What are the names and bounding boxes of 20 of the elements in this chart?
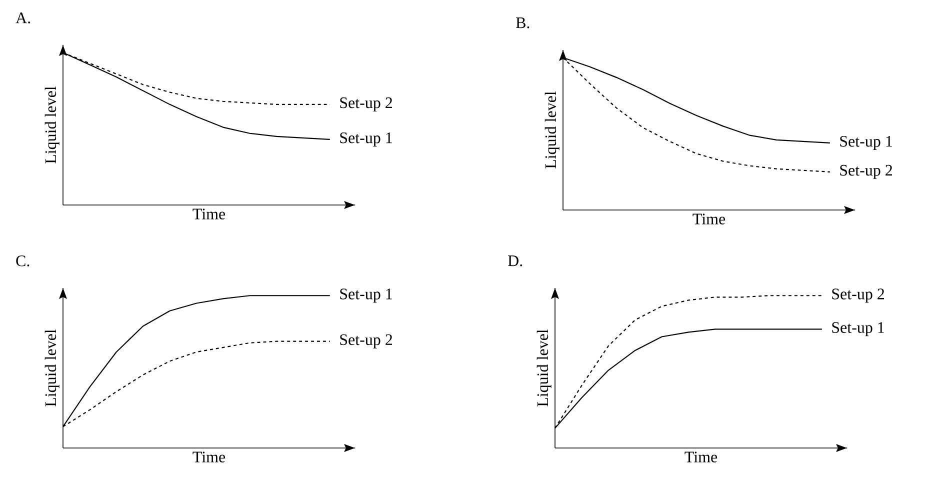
chart-title: D. [508, 256, 522, 266]
series-label: Set-up 2 [340, 97, 392, 112]
chart-title: C. [16, 256, 30, 266]
chart-title: B. [516, 18, 530, 28]
y-axis-title: Liquid level [544, 91, 560, 168]
y-axis-title: Liquid level [44, 329, 60, 406]
x-axis-title: Time [192, 208, 226, 220]
series-label: Set-up 2 [340, 334, 392, 348]
chart-title: A. [16, 12, 30, 24]
x-axis-title: Time [192, 452, 226, 462]
series-label: Set-up 1 [340, 288, 392, 303]
series-label: Set-up 1 [340, 132, 392, 146]
x-axis-title: Time [692, 214, 726, 224]
series-label: Set-up 1 [840, 136, 892, 150]
x-axis-title: Time [684, 452, 718, 462]
series-label: Set-up 2 [840, 164, 892, 179]
y-axis-title: Liquid level [536, 329, 552, 406]
series-label: Set-up 2 [832, 288, 884, 303]
series-label: Set-up 1 [832, 322, 884, 336]
y-axis-title: Liquid level [44, 86, 60, 164]
